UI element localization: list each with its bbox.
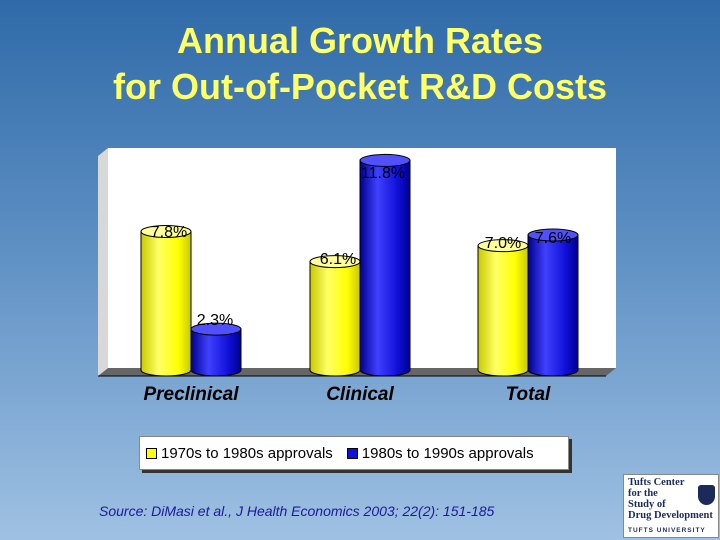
title-line-2: for Out-of-Pocket R&D Costs	[113, 66, 607, 107]
legend: 1970s to 1980s approvals 1980s to 1990s …	[139, 436, 569, 470]
logo-line-3: Study of	[628, 499, 666, 510]
legend-swatch-2	[346, 447, 358, 459]
logo-text: Tufts Center for the Study of Drug Devel…	[628, 477, 713, 521]
plot-side-wall	[98, 148, 108, 376]
legend-swatch-1	[146, 447, 157, 459]
source-citation: Source: DiMasi et al., J Health Economic…	[99, 503, 495, 519]
bar-clinical-2	[359, 153, 411, 377]
bar-preclinical-1	[140, 224, 192, 377]
legend-label-1: 1970s to 1980s approvals	[161, 444, 333, 462]
tufts-logo: Tufts Center for the Study of Drug Devel…	[623, 474, 719, 538]
bar-preclinical-2	[190, 322, 242, 377]
data-label-preclinical-2: 2.3%	[197, 312, 233, 329]
legend-item-1: 1970s to 1980s approvals	[146, 445, 333, 462]
logo-line-4: Drug Development	[628, 510, 713, 521]
data-label-total-2: 7.6%	[535, 230, 571, 247]
bar-clinical-1	[309, 255, 361, 377]
chart-title: Annual Growth Rates for Out-of-Pocket R&…	[0, 18, 720, 110]
data-label-preclinical-1: 7.8%	[151, 224, 187, 241]
data-label-clinical-2: 11.8%	[361, 165, 405, 182]
legend-item-2: 1980s to 1990s approvals	[346, 444, 534, 462]
title-line-1: Annual Growth Rates	[176, 20, 544, 61]
logo-bottom-text: TUFTS UNIVERSITY	[628, 527, 706, 534]
category-label-clinical: Clinical	[326, 384, 394, 405]
logo-line-2: for the	[628, 488, 658, 499]
category-label-preclinical: Preclinical	[143, 384, 239, 405]
logo-line-1: Tufts Center	[628, 477, 685, 488]
bar-total-2	[527, 228, 579, 377]
data-label-clinical-1: 6.1%	[320, 251, 356, 268]
bar-chart: 7.8% 2.3% Preclinical 6.1% 11.8% Clinical 7.0%…	[98, 148, 616, 405]
seal-icon	[698, 485, 715, 505]
legend-label-2: 1980s to 1990s approvals	[361, 444, 534, 462]
category-label-total: Total	[506, 384, 551, 405]
bar-total-1	[477, 239, 529, 377]
data-label-total-1: 7.0%	[485, 235, 521, 252]
